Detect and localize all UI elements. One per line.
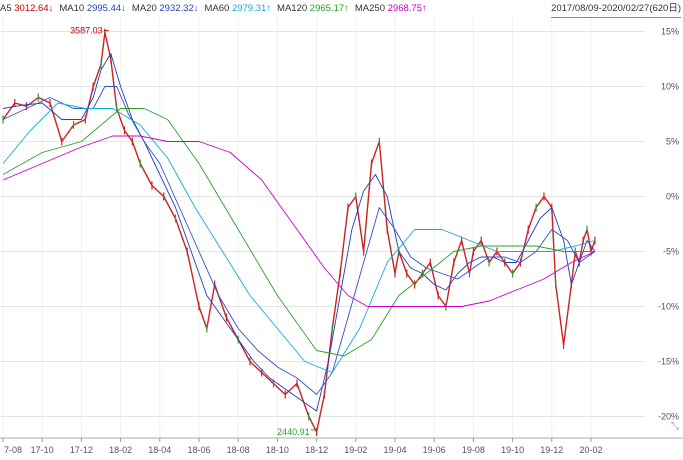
x-tick-label: 19-06 [423, 445, 446, 455]
x-tick-label: 18-12 [305, 445, 328, 455]
x-tick-label: 18-08 [227, 445, 250, 455]
legend-label: MA250 [354, 3, 388, 14]
x-tick-label: 7-08 [4, 445, 22, 455]
x-tick-label: 17-12 [70, 445, 93, 455]
y-tick-label: -20% [658, 412, 679, 422]
x-tick-label: 20-02 [579, 445, 602, 455]
x-tick-label: 19-04 [383, 445, 406, 455]
x-tick-label: 19-08 [462, 445, 485, 455]
legend-value: 2932.32↓ [159, 3, 199, 14]
legend-value: 2995.44↓ [86, 3, 126, 14]
series-line-ma10 [2, 53, 596, 412]
x-tick-label: 18-04 [148, 445, 171, 455]
x-tick-label: 18-10 [266, 445, 289, 455]
legend-label: A5 [0, 3, 15, 14]
y-axis-ticks: 15% 10% 5% 0% -5% -10% -15% -20% [658, 27, 679, 422]
annotation-layer: 3587.03 2440.91 [70, 26, 316, 437]
y-tick-label: 5% [666, 137, 679, 147]
plot-background [0, 17, 645, 438]
y-tick-label: 10% [661, 82, 679, 92]
series-line-ma250 [2, 135, 596, 307]
y-tick-label: -5% [663, 247, 679, 257]
x-tick-label: 19-12 [540, 445, 563, 455]
x-axis-ticks: 7-08 17-10 17-12 18-02 18-04 18-06 18-08 18-10 1… [2, 438, 603, 455]
legend-value: 2965.17↑ [309, 3, 349, 14]
legend-item-ma20: MA20 2932.32↓ [132, 3, 199, 14]
legend-value: 3012.64↓ [14, 3, 54, 14]
x-tick-label: 18-06 [187, 445, 210, 455]
legend-value: 2968.75↑ [387, 3, 427, 14]
x-tick-label: 18-02 [109, 445, 132, 455]
legend-item-ma250: MA250 2968.75↑ [355, 3, 427, 14]
legend-value: 2979.31↑ [231, 3, 272, 14]
extreme-annotation: 3587.03 [70, 26, 103, 36]
legend-label: MA10 [59, 3, 87, 14]
legend-item-ma120: MA120 2965.17↑ [277, 3, 349, 14]
legend-item-a5: A5 3012.64↓ [0, 3, 53, 14]
y-tick-label: 15% [661, 27, 679, 37]
x-tick-label: 19-02 [344, 445, 367, 455]
series-line-ma60 [2, 102, 596, 373]
legend-label: MA120 [277, 3, 310, 14]
indicator-legend: A5 3012.64↓ MA10 2995.44↓ MA20 2932.32↓ MA6… [0, 0, 683, 17]
legend-label: MA20 [131, 3, 160, 14]
y-tick-label: -15% [658, 357, 679, 367]
y-tick-label: -10% [658, 302, 679, 312]
series-layer [2, 28, 596, 436]
date-range-label[interactable]: 2017/08/09-2020/02/27(620日) [551, 0, 681, 18]
series-line-price [2, 31, 596, 433]
y-tick-label: 0% [666, 192, 679, 202]
zoom-handle-icon[interactable]: ⤡ [671, 421, 679, 432]
series-line-ma20 [2, 86, 596, 395]
legend-item-ma60: MA60 2979.31↑ [204, 3, 271, 14]
x-tick-label: 17-10 [31, 445, 54, 455]
legend-label: MA60 [204, 3, 232, 14]
legend-item-ma10: MA10 2995.44↓ [59, 3, 126, 14]
x-tick-label: 19-10 [501, 445, 524, 455]
series-line-ma120 [2, 108, 595, 357]
extreme-annotation: 2440.91 [277, 427, 310, 437]
